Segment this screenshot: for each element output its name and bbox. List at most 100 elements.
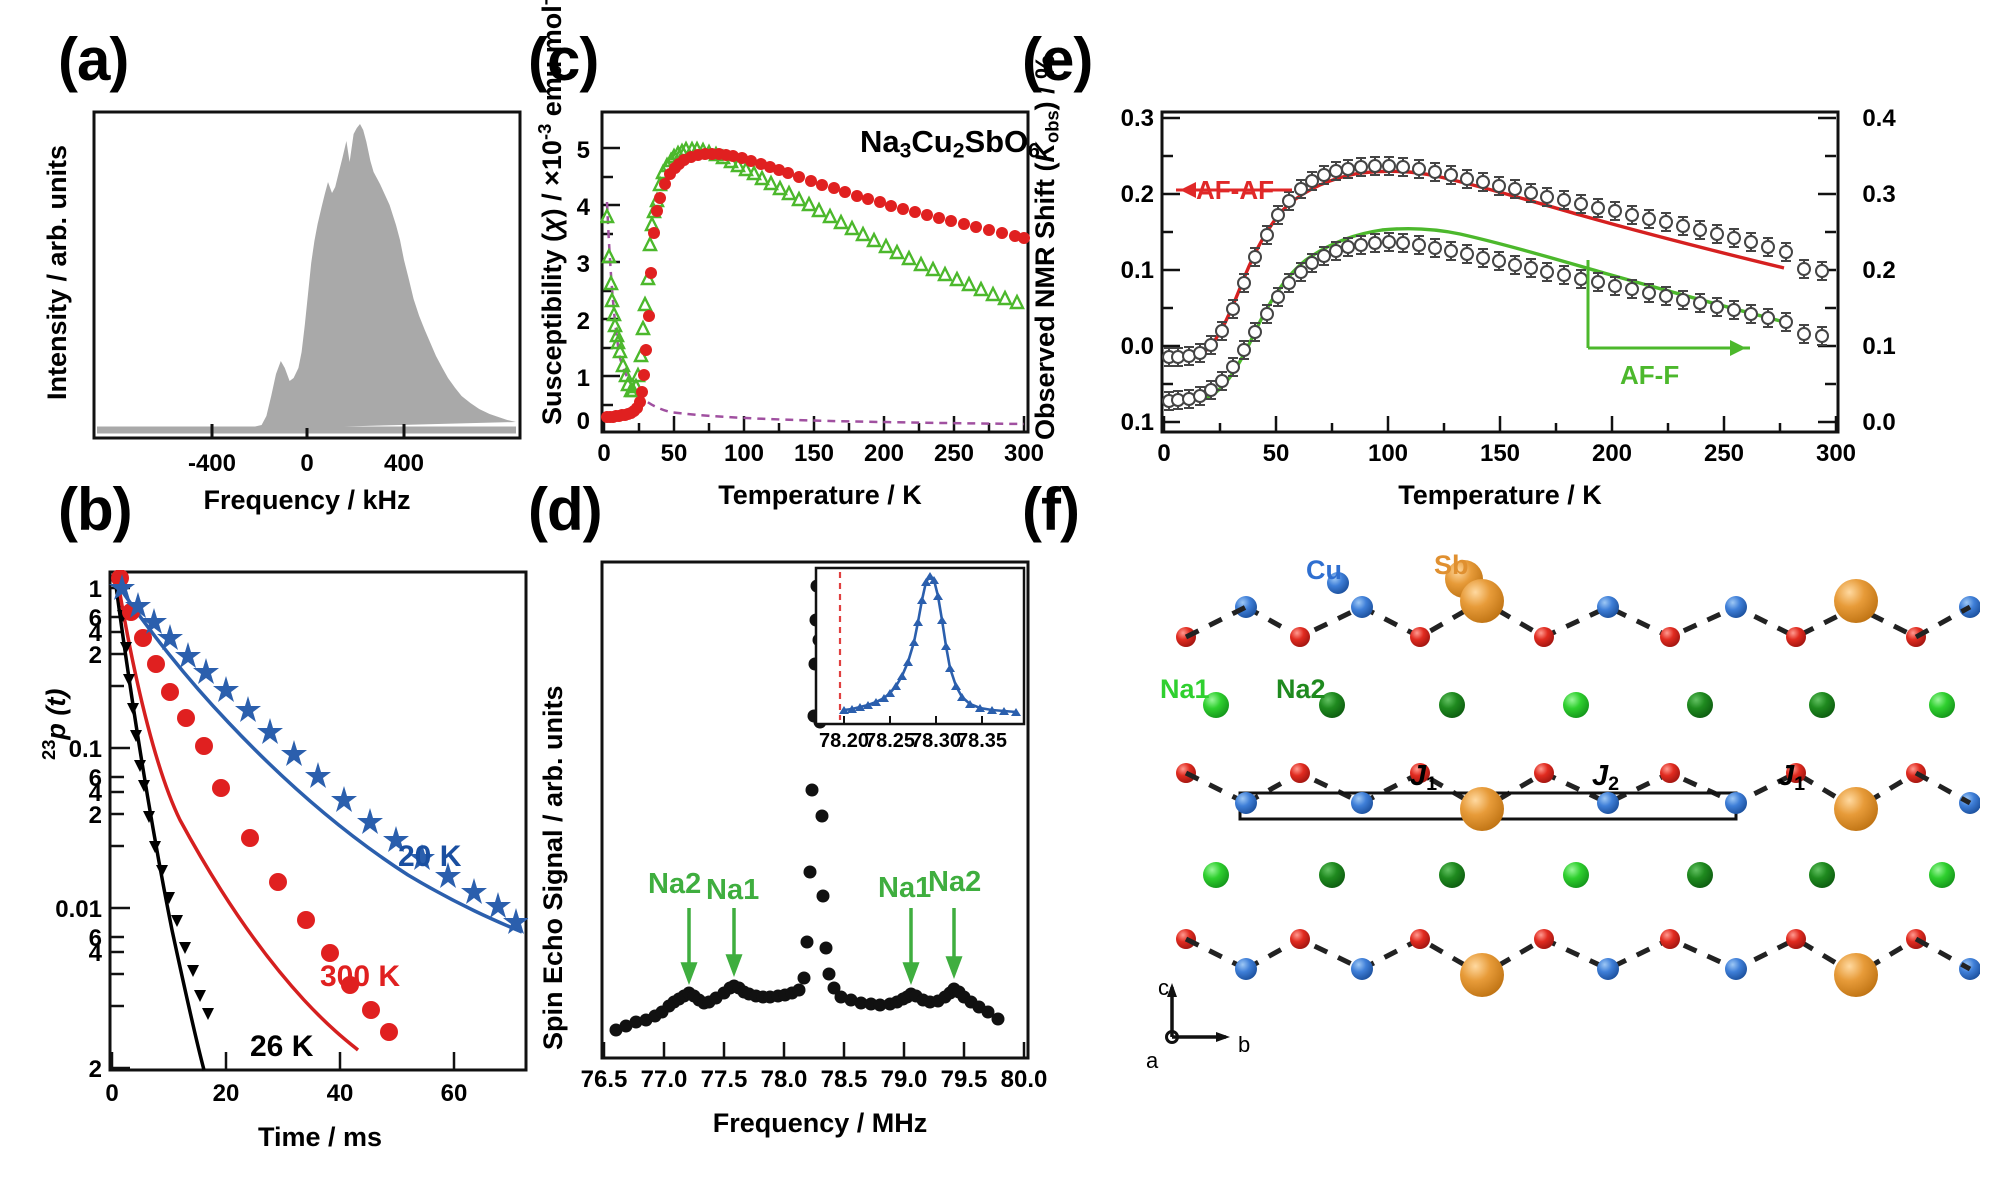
panel-b-label-20k: 20 K xyxy=(398,840,462,873)
panel-e-annotation-label-af-f: AF-F xyxy=(1620,360,1680,390)
panel-e-xtick-100: 100 xyxy=(1367,440,1409,467)
panel-b-ytick-6b: 6 xyxy=(88,765,102,792)
panel-a-ylabel: Intensity / arb. units xyxy=(42,144,72,400)
panel-e-points-af-af xyxy=(1162,156,1829,367)
panel-b-plot xyxy=(108,570,528,1072)
panel-b-xlabel: Time / ms xyxy=(257,1122,383,1152)
panel-c-xtick-150: 150 xyxy=(793,440,835,467)
panel-e-right-ytick-01: 0.1 xyxy=(1862,333,1896,360)
panel-b-xticks xyxy=(110,1052,456,1070)
panel-c-xtick-200: 200 xyxy=(863,440,905,467)
panel-d-peak-label-na2-left: Na2 xyxy=(648,868,702,900)
panel-b-xtick-60: 60 xyxy=(440,1080,468,1107)
panel-e-xticks xyxy=(1162,416,1838,432)
panel-b-yticks xyxy=(110,586,130,1070)
panel-c-xtick-50: 50 xyxy=(660,440,688,467)
panel-d-inset-xtick-3: 78.35 xyxy=(956,730,1008,752)
panel-e-plot xyxy=(1160,110,1840,434)
panel-c-ytick-5: 5 xyxy=(576,137,590,164)
panel-e-xlabel: Temperature / K xyxy=(1398,480,1602,510)
panel-a-xtick-0: -400 xyxy=(187,450,237,477)
panel-label-c: (c) xyxy=(528,26,599,93)
panel-b-ytick-4a: 4 xyxy=(88,620,102,647)
panel-a-xticks xyxy=(210,424,406,438)
panel-d-inset xyxy=(814,566,1026,726)
panel-b-ytick-2a: 2 xyxy=(88,642,102,669)
panel-e-left-yticks xyxy=(1162,116,1180,424)
panel-c-xtick-100: 100 xyxy=(723,440,765,467)
panel-e-xtick-200: 200 xyxy=(1591,440,1633,467)
panel-f-axes-gizmo xyxy=(1165,983,1230,1044)
panel-b-fit-26k xyxy=(114,585,206,1071)
panel-d-plot xyxy=(600,560,1030,1060)
panel-b-ytick-6c: 6 xyxy=(88,925,102,952)
panel-d-xtick-0: 76.5 xyxy=(580,1066,628,1093)
panel-b-ytick-01: 0.1 xyxy=(68,736,102,763)
panel-d-peak-label-na2-right: Na2 xyxy=(928,866,982,898)
panel-b-label-26k: 26 K xyxy=(250,1030,314,1063)
panel-b-ytick-4c: 4 xyxy=(88,940,102,967)
panel-e-left-ytick-02: 0.2 xyxy=(1120,181,1154,208)
panel-a-xlabel: Frequency / kHz xyxy=(203,485,411,515)
panel-e-right-ytick-02: 0.2 xyxy=(1862,257,1896,284)
panel-f-chain-row-3 xyxy=(1176,929,1980,997)
panel-label-b: (b) xyxy=(58,476,133,543)
panel-d-peak-arrows xyxy=(680,908,963,985)
panel-f-legend-label-na2: Na2 xyxy=(1276,674,1326,704)
panel-d-inset-xtick-0: 78.20 xyxy=(818,730,870,752)
panel-c-ytick-3: 3 xyxy=(576,251,590,278)
panel-f-legend-cu xyxy=(1327,572,1349,594)
panel-f-structure xyxy=(1165,560,1980,1044)
panel-b-label-300k: 300 K xyxy=(320,960,401,993)
panel-a-spectrum-area xyxy=(96,124,516,433)
panel-b-xtick-0: 0 xyxy=(105,1080,119,1107)
panel-f-legend-label-sb: Sb xyxy=(1434,550,1469,580)
panel-e-xtick-150: 150 xyxy=(1479,440,1521,467)
panel-e-xtick-250: 250 xyxy=(1703,440,1745,467)
panel-d-xtick-3: 78.0 xyxy=(760,1066,808,1093)
panel-e-annotation-af-af xyxy=(1176,182,1292,198)
panel-e-ylabel: Observed NMR Shift (Kobs) / % xyxy=(1030,54,1063,440)
panel-f-axis-c: c xyxy=(1158,975,1169,1000)
panel-d-xlabel: Frequency / MHz xyxy=(712,1108,928,1138)
panel-d-peak-label-na1-left: Na1 xyxy=(706,874,760,906)
panel-e-xtick-300: 300 xyxy=(1815,440,1857,467)
panel-d-xtick-2: 77.5 xyxy=(700,1066,748,1093)
panel-e-left-ytick-m01: 0.1 xyxy=(1120,409,1154,436)
panel-d-ylabel: Spin Echo Signal / arb. units xyxy=(538,685,568,1050)
panel-e-right-ytick-00: 0.0 xyxy=(1862,409,1896,436)
panel-c-compound-annotation: Na3Cu2SbO6 xyxy=(860,124,1040,163)
panel-label-a: (a) xyxy=(58,26,129,93)
panel-e-left-ytick-03: 0.3 xyxy=(1120,105,1154,132)
panel-b-ytick-2b: 2 xyxy=(88,802,102,829)
panel-d-xtick-1: 77.0 xyxy=(640,1066,688,1093)
panel-c-points-red xyxy=(601,148,1030,423)
panel-c-ytick-0: 0 xyxy=(576,408,590,435)
panel-f-coupling-j1-right: J1 xyxy=(1778,760,1806,795)
panel-e-right-ytick-04: 0.4 xyxy=(1862,105,1896,132)
panel-b-ytick-4b: 4 xyxy=(88,780,102,807)
panel-f-axis-b: b xyxy=(1238,1032,1251,1057)
panel-d-xticks xyxy=(602,1042,1026,1058)
panel-f-legend-label-na1: Na1 xyxy=(1160,674,1210,704)
panel-d-xtick-4: 78.5 xyxy=(820,1066,868,1093)
panel-c-ytick-1: 1 xyxy=(576,365,590,392)
panel-e-left-ytick-01: 0.1 xyxy=(1120,257,1154,284)
panel-f-na-row-2 xyxy=(1203,862,1955,888)
panel-f-coupling-j1-left: J1 xyxy=(1410,760,1438,795)
panel-b-ytick-001: 0.01 xyxy=(55,896,102,923)
panel-b-points-20k xyxy=(109,574,528,934)
panel-c-xtick-0: 0 xyxy=(597,440,611,467)
panel-e-annotation-label-af-af: AF-AF xyxy=(1196,175,1274,205)
panel-c-ytick-4: 4 xyxy=(576,194,590,221)
panel-e-left-ytick-00: 0.0 xyxy=(1120,333,1154,360)
panel-c-plot xyxy=(600,110,1030,434)
panel-f-coupling-j2: J2 xyxy=(1592,760,1620,795)
panel-c-xlabel: Temperature / K xyxy=(718,480,922,510)
panel-b-points-300k xyxy=(111,570,398,1041)
panel-e-xtick-50: 50 xyxy=(1262,440,1290,467)
panel-d-xtick-7: 80.0 xyxy=(1000,1066,1048,1093)
panel-d-xtick-6: 79.5 xyxy=(940,1066,988,1093)
panel-d-inset-xticks xyxy=(843,716,983,724)
panel-f-na-row-1 xyxy=(1203,692,1955,718)
